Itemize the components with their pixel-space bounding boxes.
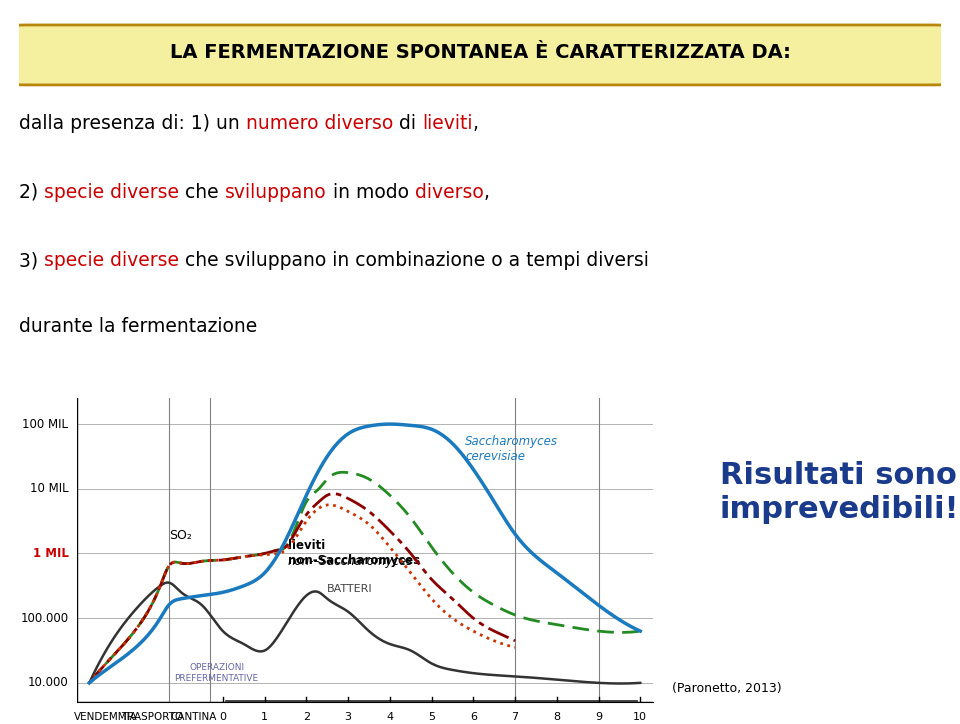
- Text: 3: 3: [345, 712, 351, 722]
- Text: numero diverso: numero diverso: [246, 114, 394, 133]
- Text: (Paronetto, 2013): (Paronetto, 2013): [672, 682, 781, 695]
- Text: durante la fermentazione: durante la fermentazione: [19, 317, 257, 336]
- Text: OPERAZIONI
PREFERMENTATIVE: OPERAZIONI PREFERMENTATIVE: [175, 663, 258, 683]
- Text: VENDEMMIA: VENDEMMIA: [74, 712, 138, 722]
- Text: specie diverse: specie diverse: [44, 182, 180, 202]
- Text: 5: 5: [428, 712, 435, 722]
- Text: 3): 3): [19, 251, 44, 270]
- Text: 100 MIL: 100 MIL: [22, 418, 68, 431]
- Text: SO₂: SO₂: [169, 529, 191, 542]
- Text: ,: ,: [472, 114, 479, 133]
- Text: che sviluppano in combinazione o a tempi diversi: che sviluppano in combinazione o a tempi…: [180, 251, 649, 270]
- Text: 0: 0: [220, 712, 227, 722]
- Text: sviluppano: sviluppano: [225, 182, 326, 202]
- Text: BATTERI: BATTERI: [327, 584, 372, 594]
- Text: Risultati sono
imprevedibili!: Risultati sono imprevedibili!: [720, 461, 959, 523]
- Text: 2: 2: [302, 712, 310, 722]
- Text: 10.000: 10.000: [28, 676, 68, 689]
- Text: TRASPORTO: TRASPORTO: [121, 712, 183, 722]
- Text: 1: 1: [261, 712, 268, 722]
- Text: Saccharomyces
cerevisiae: Saccharomyces cerevisiae: [465, 434, 558, 463]
- Text: in modo: in modo: [326, 182, 415, 202]
- Text: 8: 8: [553, 712, 561, 722]
- Text: che: che: [180, 182, 225, 202]
- Text: 2): 2): [19, 182, 44, 202]
- Text: 1 MIL: 1 MIL: [33, 547, 68, 560]
- Text: LA FERMENTAZIONE SPONTANEA È CARATTERIZZATA DA:: LA FERMENTAZIONE SPONTANEA È CARATTERIZZ…: [170, 43, 790, 62]
- Text: 10: 10: [634, 712, 647, 722]
- FancyBboxPatch shape: [10, 25, 950, 85]
- Text: 100.000: 100.000: [20, 612, 68, 625]
- Text: 10 MIL: 10 MIL: [30, 482, 68, 495]
- Text: specie diverse: specie diverse: [44, 251, 180, 270]
- Text: lieviti
non-Saccharomyces: lieviti non-Saccharomyces: [288, 539, 420, 567]
- Text: 9: 9: [595, 712, 602, 722]
- Text: ,: ,: [483, 182, 490, 202]
- Text: diverso: diverso: [415, 182, 483, 202]
- Text: 6: 6: [469, 712, 477, 722]
- Text: di: di: [394, 114, 422, 133]
- Text: 7: 7: [512, 712, 518, 722]
- Text: lieviti: lieviti: [422, 114, 472, 133]
- Text: 4: 4: [386, 712, 394, 722]
- Text: dalla presenza di: 1) un: dalla presenza di: 1) un: [19, 114, 246, 133]
- Text: CANTINA: CANTINA: [171, 712, 217, 722]
- Text: non-–Saccharomyces: non-–Saccharomyces: [288, 555, 413, 568]
